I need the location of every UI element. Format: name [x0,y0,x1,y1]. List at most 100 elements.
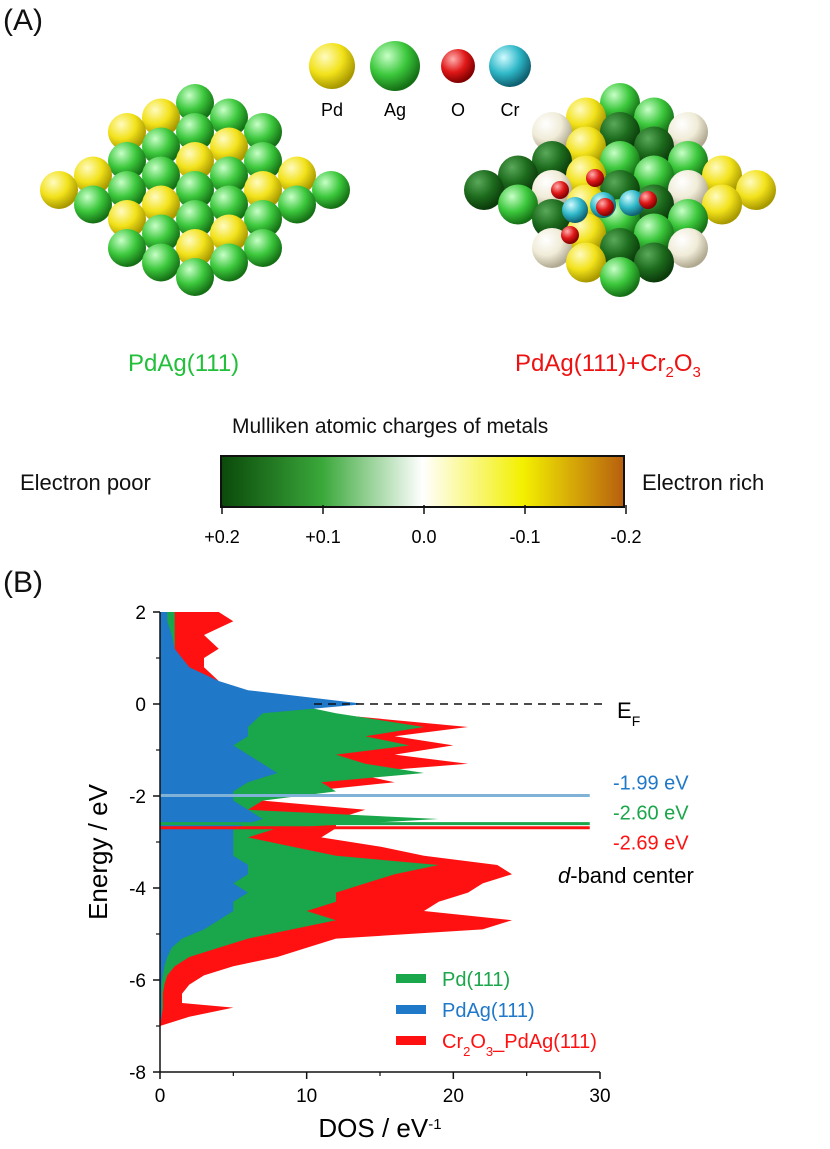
x-tick-label: 10 [296,1086,317,1107]
pd-atom [176,229,214,267]
metal-atom [566,242,606,283]
structure-left-title: PdAg(111) [128,350,240,377]
metal-atom [702,155,742,196]
y-tick-label: -4 [129,879,146,900]
pd-atom [108,113,146,151]
y-tick-label: 2 [135,603,146,624]
cr-atom-icon [489,45,531,87]
ag-atom [142,214,180,253]
x-tick-label: 20 [443,1086,464,1107]
metal-atom [668,141,708,181]
ag-atom [142,243,180,282]
charge-colorbar [220,455,625,508]
pd-atom [142,98,180,137]
atom-legend-label: O [451,100,465,120]
cr-atom [562,197,588,223]
ag-atom [278,185,316,224]
ag-atom [108,142,146,180]
pd-atom [40,171,78,209]
metal-atom [668,199,708,239]
metal-atom [668,228,708,268]
pdag-cr2o3-structure-image [464,83,776,297]
ag-atom [244,113,282,151]
y-tick-label: -2 [129,787,146,808]
ag-atom [244,142,282,180]
pd-atom [244,171,282,209]
d-band-value-label: -2.69 eV [613,833,689,855]
o-atom [551,181,569,199]
panel-b-label: (B) [3,566,43,599]
metal-atom [600,141,640,181]
ag-atom [176,258,214,296]
pdag-structure-image [40,84,350,296]
pd-atom [108,200,146,238]
o-atom [561,226,579,244]
metal-atom [634,213,674,254]
metal-atom [566,126,606,167]
metal-atom [532,141,572,181]
colorbar-tick-label: -0.1 [509,527,540,547]
metal-atom [702,184,742,225]
d-band-center-label: d-band center [558,863,694,888]
atom-legend: Pd Ag O Cr [309,41,531,120]
legend-label-pdag: PdAg(111) [442,1000,535,1022]
pd-atom [74,156,112,195]
pd-atom-icon [309,43,355,89]
metal-atom [600,257,640,297]
ag-atom [108,171,146,209]
ag-atom-icon [370,41,420,91]
ag-atom [108,229,146,267]
x-tick-label: 0 [155,1086,166,1107]
colorbar-title: Mulliken atomic charges of metals [232,415,549,438]
metal-atom [532,112,572,152]
structure-right-title: PdAg(111)+Cr2O3 [515,350,701,381]
atom-legend-label: Pd [321,100,343,120]
o-atom [596,198,614,216]
d-band-center-lines [160,794,590,830]
metal-atom [464,170,504,210]
ag-atom [142,127,180,166]
pd-atom [278,156,316,195]
y-tick-label: 0 [135,695,146,716]
d-band-value-labels: -1.99 eV -2.60 eV -2.69 eV [613,773,689,855]
pd-atom [176,142,214,180]
metal-atom [634,242,674,283]
metal-atom [634,97,674,138]
metal-atom [668,170,708,210]
metal-atom [600,83,640,123]
metal-atom [566,97,606,138]
fermi-level-label: EF [617,698,640,729]
ag-atom [210,243,248,282]
ag-atom [244,229,282,267]
colorbar-tick-label: 0.0 [411,527,436,547]
ag-atom [176,171,214,209]
metal-atom [736,170,776,210]
x-axis-label: DOS / eV-1 [318,1113,441,1143]
metal-atom [532,199,572,239]
colorbar-tick-label: +0.1 [305,527,341,547]
legend-swatch-pdag [396,1005,426,1014]
dos-areas [160,612,512,1026]
pd-atom [210,214,248,253]
colorbar-right-label: Electron rich [642,470,765,495]
metal-atom [566,213,606,254]
colorbar-left-label: Electron poor [20,470,151,495]
ag-atom [74,185,112,224]
chart-legend: Pd(111) PdAg(111) Cr2O3_PdAg(111) [396,969,597,1059]
legend-swatch-pd [396,974,426,983]
o-atom [639,191,657,209]
atom-legend-label: Ag [384,100,406,120]
legend-label-pd: Pd(111) [442,969,510,991]
metal-atom [498,184,538,225]
metal-atom [634,126,674,167]
ag-atom [210,98,248,137]
x-tick-label: 30 [589,1086,610,1107]
ag-atom [312,171,350,209]
y-tick-label: -6 [129,971,146,992]
ag-atom [142,156,180,195]
pd-atom [142,185,180,224]
o-atom [586,169,604,187]
metal-atom [600,112,640,152]
